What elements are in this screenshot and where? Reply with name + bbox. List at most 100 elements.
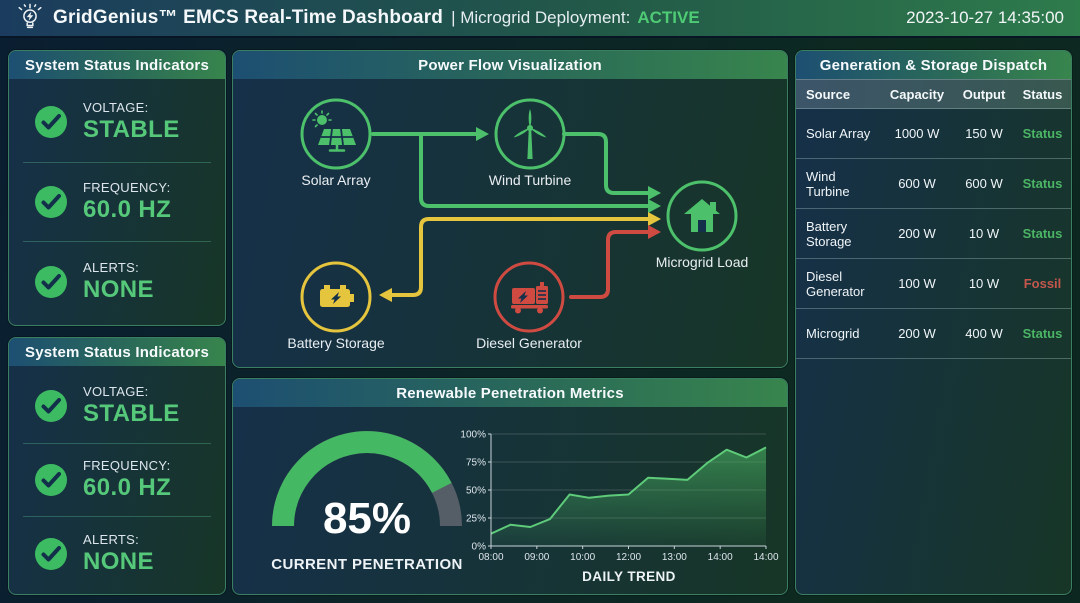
status-item-frequency: FREQUENCY: 60.0 HZ <box>9 444 225 517</box>
table-cell-capacity: 200 W <box>898 226 936 241</box>
table-cell-output: 10 W <box>968 276 1000 291</box>
table-cell-output: 600 W <box>965 176 1003 191</box>
table-cell-status: Status <box>1022 176 1063 191</box>
check-icon <box>35 186 67 218</box>
table-row: Wind Turbine 600 W 600 W Status <box>796 159 1071 209</box>
table-header-row: Source Capacity Output Status <box>796 79 1071 109</box>
battery-node-label: Battery Storage <box>287 335 384 351</box>
table-cell-output: 10 W <box>968 226 1000 241</box>
y-tick-labels: 0% 25% 50% 75% 100% <box>461 430 491 553</box>
status-panel-1-title: System Status Indicators <box>9 51 225 79</box>
table-cell-source: Battery Storage <box>806 218 852 249</box>
svg-text:100%: 100% <box>461 430 486 441</box>
arrowhead <box>476 127 489 141</box>
svg-text:09:00: 09:00 <box>524 552 549 563</box>
deployment-status: ACTIVE <box>637 8 700 27</box>
check-icon <box>35 537 67 570</box>
diesel-node-label: Diesel Generator <box>476 335 582 351</box>
header-bar: GridGenius™ EMCS Real-Time Dashboard | M… <box>0 0 1080 38</box>
flow-arrows <box>371 127 661 302</box>
check-icon <box>35 265 67 298</box>
table-row: Battery Storage 200 W 10 W Status <box>796 209 1071 259</box>
status-panel-2: System Status Indicators VOLTAGE: STABLE… <box>8 337 226 595</box>
divider <box>23 241 211 243</box>
dispatch-table-body: Solar Array 1000 W 150 W Status Wind Turbine… <box>796 109 1071 359</box>
timestamp: 2023-10-27 14:35:00 <box>906 8 1064 27</box>
x-tick-labels: 08:00 09:00 10:00 12:00 13:00 14:00 14:00 <box>478 546 779 563</box>
load-node-label: Microgrid Load <box>656 254 749 270</box>
check-icon <box>35 464 67 496</box>
status-panel-2-title: System Status Indicators <box>9 338 225 366</box>
table-cell-source: Solar Array <box>806 126 871 141</box>
divider <box>23 442 211 444</box>
svg-text:13:00: 13:00 <box>662 552 687 563</box>
battery-node: Battery Storage <box>287 261 385 351</box>
status-value: 60.0 HZ <box>83 196 172 223</box>
generator-icon <box>511 282 548 314</box>
status-value: STABLE <box>83 400 180 428</box>
table-cell-capacity: 200 W <box>898 326 936 341</box>
table-cell-status: Status <box>1022 226 1063 241</box>
solar-array-icon <box>312 110 356 152</box>
arrowhead <box>379 288 392 302</box>
status-value: NONE <box>83 547 154 575</box>
svg-text:10:00: 10:00 <box>570 552 595 563</box>
gauge-caption: CURRENT PENETRATION <box>271 556 463 573</box>
table-cell-output: 150 W <box>965 126 1003 141</box>
gauge-fill <box>272 431 452 527</box>
svg-text:0%: 0% <box>472 542 487 553</box>
status-value: STABLE <box>83 116 180 144</box>
table-cell-capacity: 1000 W <box>894 126 940 141</box>
svg-text:25%: 25% <box>466 514 486 525</box>
svg-text:12:00: 12:00 <box>616 552 641 563</box>
check-icon <box>35 106 67 139</box>
status-item-alerts: ALERTS: NONE <box>9 517 225 590</box>
arrowhead <box>648 186 661 200</box>
svg-text:75%: 75% <box>466 458 486 469</box>
status-label: VOLTAGE: <box>83 384 149 400</box>
table-header-source: Source <box>806 86 851 102</box>
flow-arrow-battery-load <box>390 217 650 297</box>
trend-chart: 0% 25% 50% 75% 100% 08:00 09:00 10:00 12:00 13:0… <box>461 430 779 585</box>
status-label: ALERTS: <box>83 531 140 547</box>
gauge-value: 85% <box>323 494 411 543</box>
power-flow-panel: Power Flow Visualization <box>232 50 788 368</box>
status-item-voltage: VOLTAGE: STABLE <box>9 370 225 443</box>
table-cell-capacity: 600 W <box>898 176 936 191</box>
arrowhead <box>648 225 661 239</box>
table-cell-status: Status <box>1022 326 1063 341</box>
table-cell-status: Fossil <box>1023 276 1062 291</box>
battery-icon <box>320 285 354 307</box>
table-cell-source: Wind Turbine <box>806 168 850 199</box>
house-icon <box>684 199 720 232</box>
flow-arrow-diesel-to-load <box>569 230 650 299</box>
status-item-frequency: FREQUENCY: 60.0 HZ <box>9 163 225 242</box>
table-cell-capacity: 100 W <box>898 276 936 291</box>
solar-node-label: Solar Array <box>301 172 370 188</box>
arrowhead <box>648 212 661 226</box>
power-flow-canvas: Solar Array Wind Turbine <box>287 98 749 351</box>
arrowhead <box>648 199 661 213</box>
diesel-node: Diesel Generator <box>476 261 582 351</box>
svg-text:08:00: 08:00 <box>478 552 503 563</box>
svg-text:14:00: 14:00 <box>753 552 778 563</box>
status-item-voltage: VOLTAGE: STABLE <box>9 83 225 162</box>
dispatch-table: Source Capacity Output Status Solar Arra… <box>796 79 1071 359</box>
divider <box>23 161 211 163</box>
wind-node-label: Wind Turbine <box>489 172 572 188</box>
status-value: NONE <box>83 275 154 303</box>
chart-line <box>490 446 767 535</box>
status-label: FREQUENCY: <box>83 458 171 473</box>
flow-arrow-solar-to-load <box>419 134 650 208</box>
svg-text:14:00: 14:00 <box>708 552 733 563</box>
power-flow-title: Power Flow Visualization <box>233 51 787 79</box>
status-panel-1: System Status Indicators VOLTAGE: STABLE… <box>8 50 226 326</box>
dispatch-title: Generation & Storage Dispatch <box>796 51 1071 79</box>
status-item-alerts: ALERTS: NONE <box>9 242 225 321</box>
wind-turbine-icon <box>513 109 547 159</box>
app-title: GridGenius™ EMCS Real-Time Dashboard <box>53 7 444 28</box>
penetration-gauge: 85% CURRENT PENETRATION <box>271 431 463 573</box>
table-cell-source: Microgrid <box>806 326 860 341</box>
table-cell-status: Status <box>1022 126 1063 141</box>
lightbulb-icon <box>18 3 42 29</box>
